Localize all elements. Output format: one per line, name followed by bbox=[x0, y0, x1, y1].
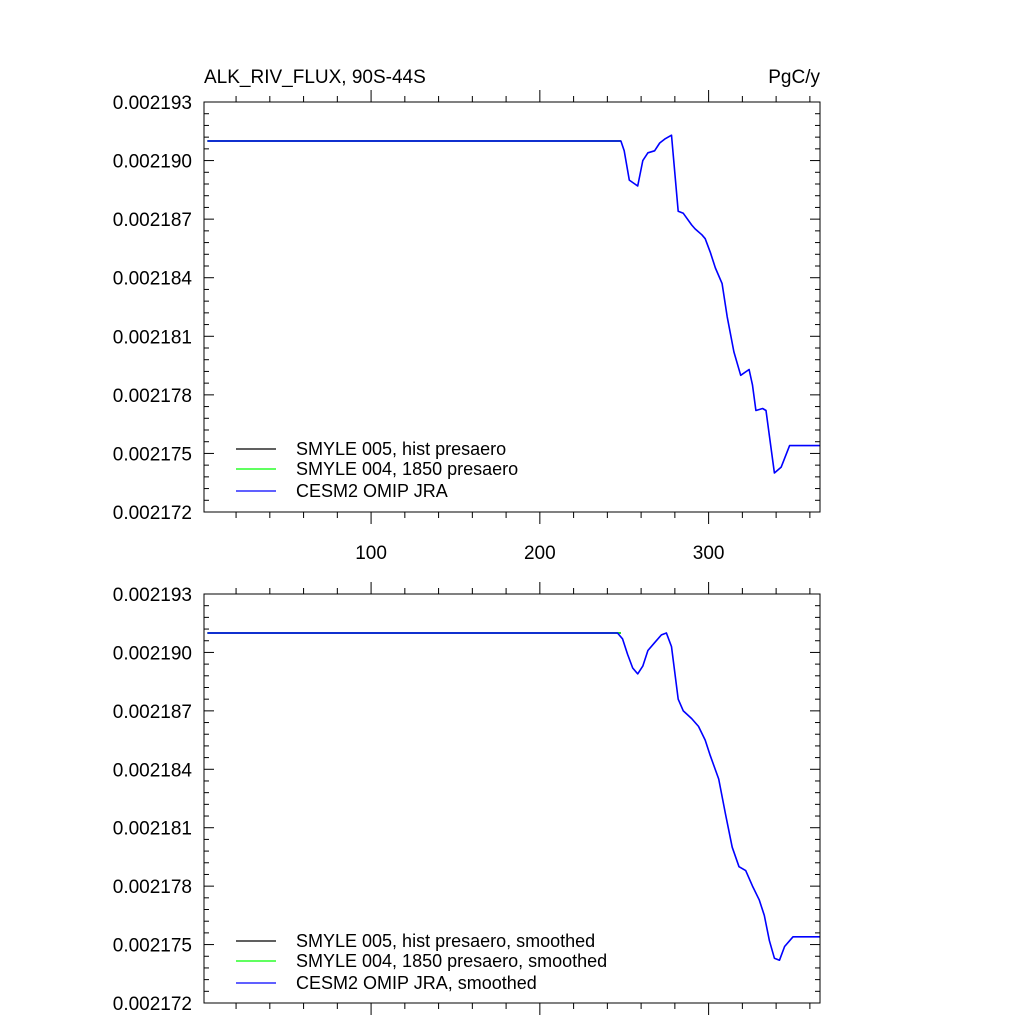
units-label: PgC/y bbox=[768, 67, 820, 88]
y-tick-label: 0.002187 bbox=[113, 210, 192, 231]
y-tick-label: 0.002184 bbox=[113, 269, 193, 290]
y-tick-label: 0.002193 bbox=[113, 93, 192, 114]
y-tick-label: 0.002178 bbox=[113, 386, 192, 407]
y-tick-label: 0.002193 bbox=[113, 585, 192, 606]
series-line-2 bbox=[207, 134, 820, 474]
plot-frame bbox=[203, 593, 821, 1004]
y-tick-label: 0.002175 bbox=[113, 936, 192, 957]
series-line-2 bbox=[207, 632, 820, 961]
y-tick-label: 0.002181 bbox=[113, 327, 192, 348]
y-tick-label: 0.002172 bbox=[113, 503, 192, 524]
legend: SMYLE 005, hist presaero SMYLE 004, 1850… bbox=[236, 439, 518, 501]
legend-label-smyle-004-smoothed: SMYLE 004, 1850 presaero, smoothed bbox=[296, 951, 607, 971]
y-tick-label: 0.002178 bbox=[113, 877, 192, 898]
y-tick-label: 0.002172 bbox=[113, 994, 192, 1015]
legend-label-smyle-005-smoothed: SMYLE 005, hist presaero, smoothed bbox=[296, 931, 595, 951]
legend-label-smyle-005: SMYLE 005, hist presaero bbox=[296, 439, 506, 459]
panel-bottom: 0.002172 0.002175 0.002178 0.002181 0.002184… bbox=[113, 582, 821, 1015]
tick-group: 0.002172 0.002175 0.002178 0.002181 0.002184… bbox=[113, 582, 820, 1015]
legend-label-smyle-004: SMYLE 004, 1850 presaero bbox=[296, 459, 518, 479]
y-tick-label: 0.002175 bbox=[113, 444, 192, 465]
series-group bbox=[207, 632, 820, 961]
series-group bbox=[207, 134, 820, 474]
panel-top: ALK_RIV_FLUX, 90S-44S PgC/y 0.0021720.00… bbox=[113, 67, 821, 564]
x-tick-label: 300 bbox=[693, 543, 725, 564]
x-tick-label: 100 bbox=[355, 543, 387, 564]
x-tick-label: 200 bbox=[524, 543, 556, 564]
tick-group: 0.002172 0.002175 0.002178 0.002181 0.002184… bbox=[113, 90, 820, 564]
y-tick-label: 0.002187 bbox=[113, 702, 192, 723]
legend: SMYLE 005, hist presaero, smoothed SMYLE… bbox=[236, 931, 607, 993]
legend-label-cesm2-smoothed: CESM2 OMIP JRA, smoothed bbox=[296, 973, 537, 993]
chart-title: ALK_RIV_FLUX, 90S-44S bbox=[204, 67, 426, 88]
y-tick-label: 0.002190 bbox=[113, 152, 192, 173]
y-tick-label: 0.002184 bbox=[113, 760, 193, 781]
y-tick-label: 0.002181 bbox=[113, 819, 192, 840]
legend-label-cesm2: CESM2 OMIP JRA bbox=[296, 481, 448, 501]
plot-frame bbox=[203, 101, 821, 513]
y-tick-label: 0.002190 bbox=[113, 643, 192, 664]
